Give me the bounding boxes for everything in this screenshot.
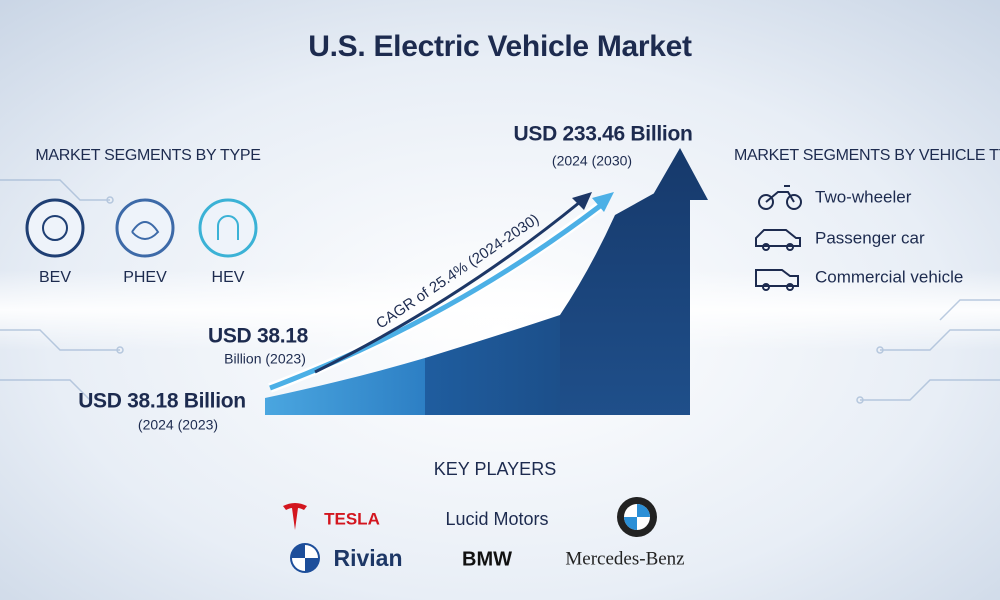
rivian-logo [290,543,320,573]
player-name: Rivian [333,545,402,571]
cagr-arrow [314,200,581,374]
player-name: TESLA [324,509,380,528]
end-value: USD 233.46 Billion [514,123,693,146]
vehicle-label: Commercial vehicle [815,267,963,286]
growth-area [560,148,708,415]
player-name: Lucid Motors [445,509,548,529]
growth-area [425,315,560,415]
base-value: USD 38.18 Billion [78,390,246,413]
bmw-logo [617,497,657,537]
end-period: (2024 (2030) [552,153,632,169]
start-value: USD 38.18 [208,325,309,348]
growth-area [265,358,425,415]
circuit-lines [0,179,1000,404]
player-name: BMW [462,548,512,570]
segment-heading: MARKET SEGMENTS BY VEHICLE TY [734,147,1000,164]
vehicle-label: Two-wheeler [815,187,912,206]
start-period: Billion (2023) [224,351,306,367]
title: U.S. Electric Vehicle Market [308,30,692,63]
trend-arrow [269,204,602,391]
segment-label: BEV [39,269,71,286]
trend-arrowhead [592,192,614,212]
segment-heading: MARKET SEGMENTS BY TYPE [35,147,260,164]
segment-icons [25,198,258,258]
tesla-logo [283,503,307,530]
segment-label: HEV [212,269,245,286]
cagr-arrowhead [572,192,592,210]
player-name: Mercedes-Benz [565,548,684,569]
segment-label: PHEV [123,269,167,286]
key-players-heading: KEY PLAYERS [434,459,556,479]
vehicle-label: Passenger car [815,228,925,247]
base-period: (2024 (2023) [138,417,218,433]
vehicle-icons [755,185,802,291]
